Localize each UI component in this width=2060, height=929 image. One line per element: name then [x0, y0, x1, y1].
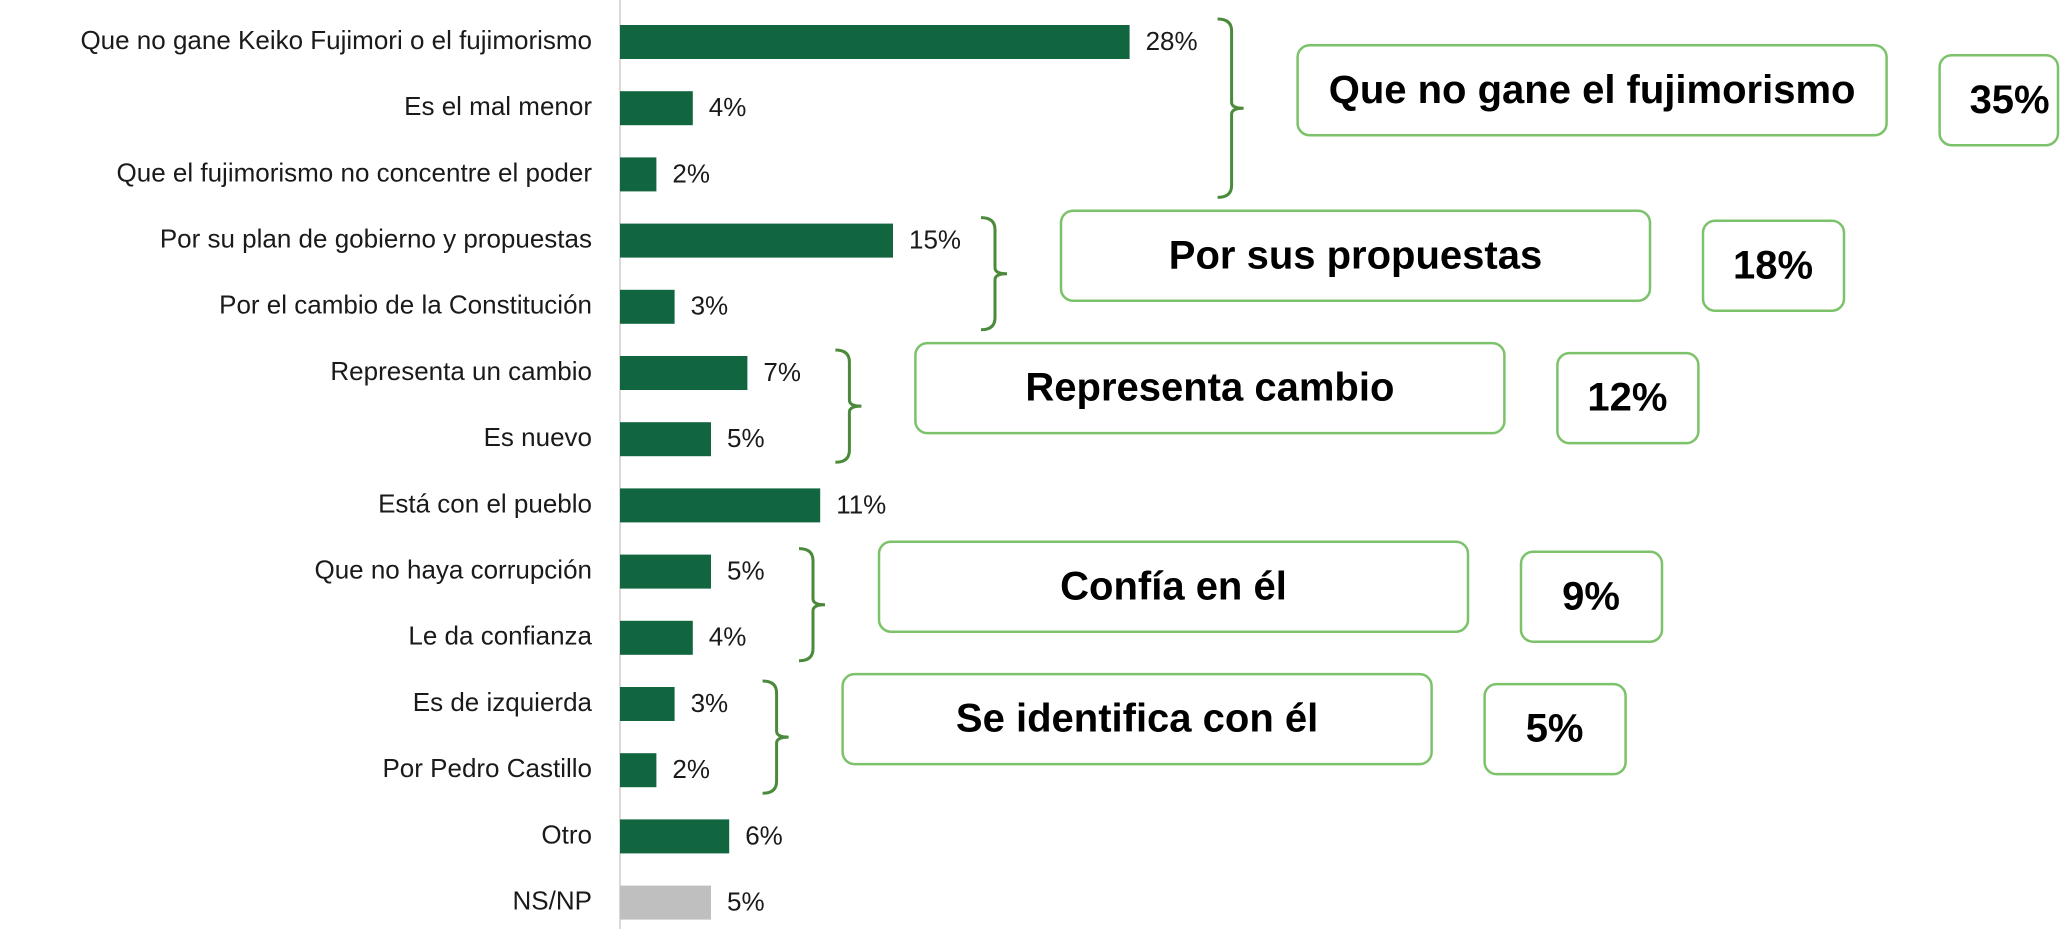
group-total: 18%	[1733, 243, 1813, 287]
group-bracket	[798, 547, 826, 663]
group-total-box	[1483, 682, 1627, 776]
category-label: Le da confianza	[408, 621, 592, 651]
group-total-box	[1701, 219, 1846, 312]
group-bracket	[980, 216, 1008, 332]
category-label: Representa un cambio	[330, 356, 592, 386]
group-label: Que no gane el fujimorismo	[1329, 68, 1856, 112]
value-label: 5%	[727, 555, 765, 585]
group-total-box	[1519, 550, 1664, 643]
value-label: 2%	[672, 754, 710, 784]
value-label: 6%	[745, 820, 783, 850]
category-label: Es el mal menor	[404, 91, 592, 121]
bar	[620, 25, 1130, 59]
value-label: 7%	[763, 357, 801, 387]
group-bracket	[835, 348, 862, 464]
value-label: 5%	[727, 886, 765, 916]
category-label: Por su plan de gobierno y propuestas	[160, 223, 592, 253]
group-total-box	[1556, 351, 1700, 445]
category-label: Es de izquierda	[413, 687, 593, 717]
value-label: 3%	[691, 291, 729, 321]
value-label: 2%	[672, 158, 710, 188]
category-label: Está con el pueblo	[378, 488, 592, 518]
bar	[620, 91, 693, 126]
value-label: 15%	[909, 224, 961, 254]
category-label: Que no haya corrupción	[314, 554, 592, 584]
group-bracket	[1217, 17, 1244, 199]
value-label: 28%	[1146, 26, 1198, 56]
group-label: Se identifica con él	[956, 697, 1318, 741]
value-label: 5%	[727, 423, 765, 453]
group-total: 35%	[1970, 78, 2050, 122]
bar	[620, 223, 893, 258]
group-box	[1296, 43, 1888, 137]
group-bracket	[762, 679, 789, 795]
bar	[620, 687, 675, 721]
category-label: Que el fujimorismo no concentre el poder	[117, 157, 593, 187]
group-label: Por sus propuestas	[1169, 233, 1542, 277]
group-total: 9%	[1562, 574, 1620, 618]
bar	[620, 356, 748, 390]
value-label: 3%	[691, 688, 729, 718]
group-box	[841, 672, 1433, 766]
group-total-box	[1938, 53, 2060, 147]
group-label: Representa cambio	[1025, 366, 1394, 410]
bar	[620, 488, 821, 523]
category-label: Otro	[541, 819, 592, 849]
bar	[620, 289, 675, 324]
value-label: 4%	[709, 622, 747, 652]
bar	[620, 554, 711, 589]
category-label: Que no gane Keiko Fujimori o el fujimori…	[80, 25, 592, 55]
value-label: 4%	[709, 92, 747, 122]
group-box	[1059, 209, 1652, 302]
group-label: Confía en él	[1060, 564, 1287, 608]
category-label: Es nuevo	[484, 422, 592, 452]
group-total: 5%	[1526, 707, 1584, 751]
group-box	[877, 540, 1470, 633]
bar	[620, 819, 730, 854]
group-total: 12%	[1587, 376, 1667, 420]
group-box	[914, 341, 1506, 435]
category-label: Por Pedro Castillo	[382, 753, 592, 783]
bar	[620, 157, 657, 192]
bar	[620, 620, 693, 655]
bar	[620, 753, 657, 788]
bar	[620, 885, 711, 920]
bar	[620, 422, 711, 457]
value-label: 11%	[836, 489, 886, 519]
category-label: Por el cambio de la Constitución	[219, 290, 592, 320]
category-label: NS/NP	[513, 885, 592, 915]
